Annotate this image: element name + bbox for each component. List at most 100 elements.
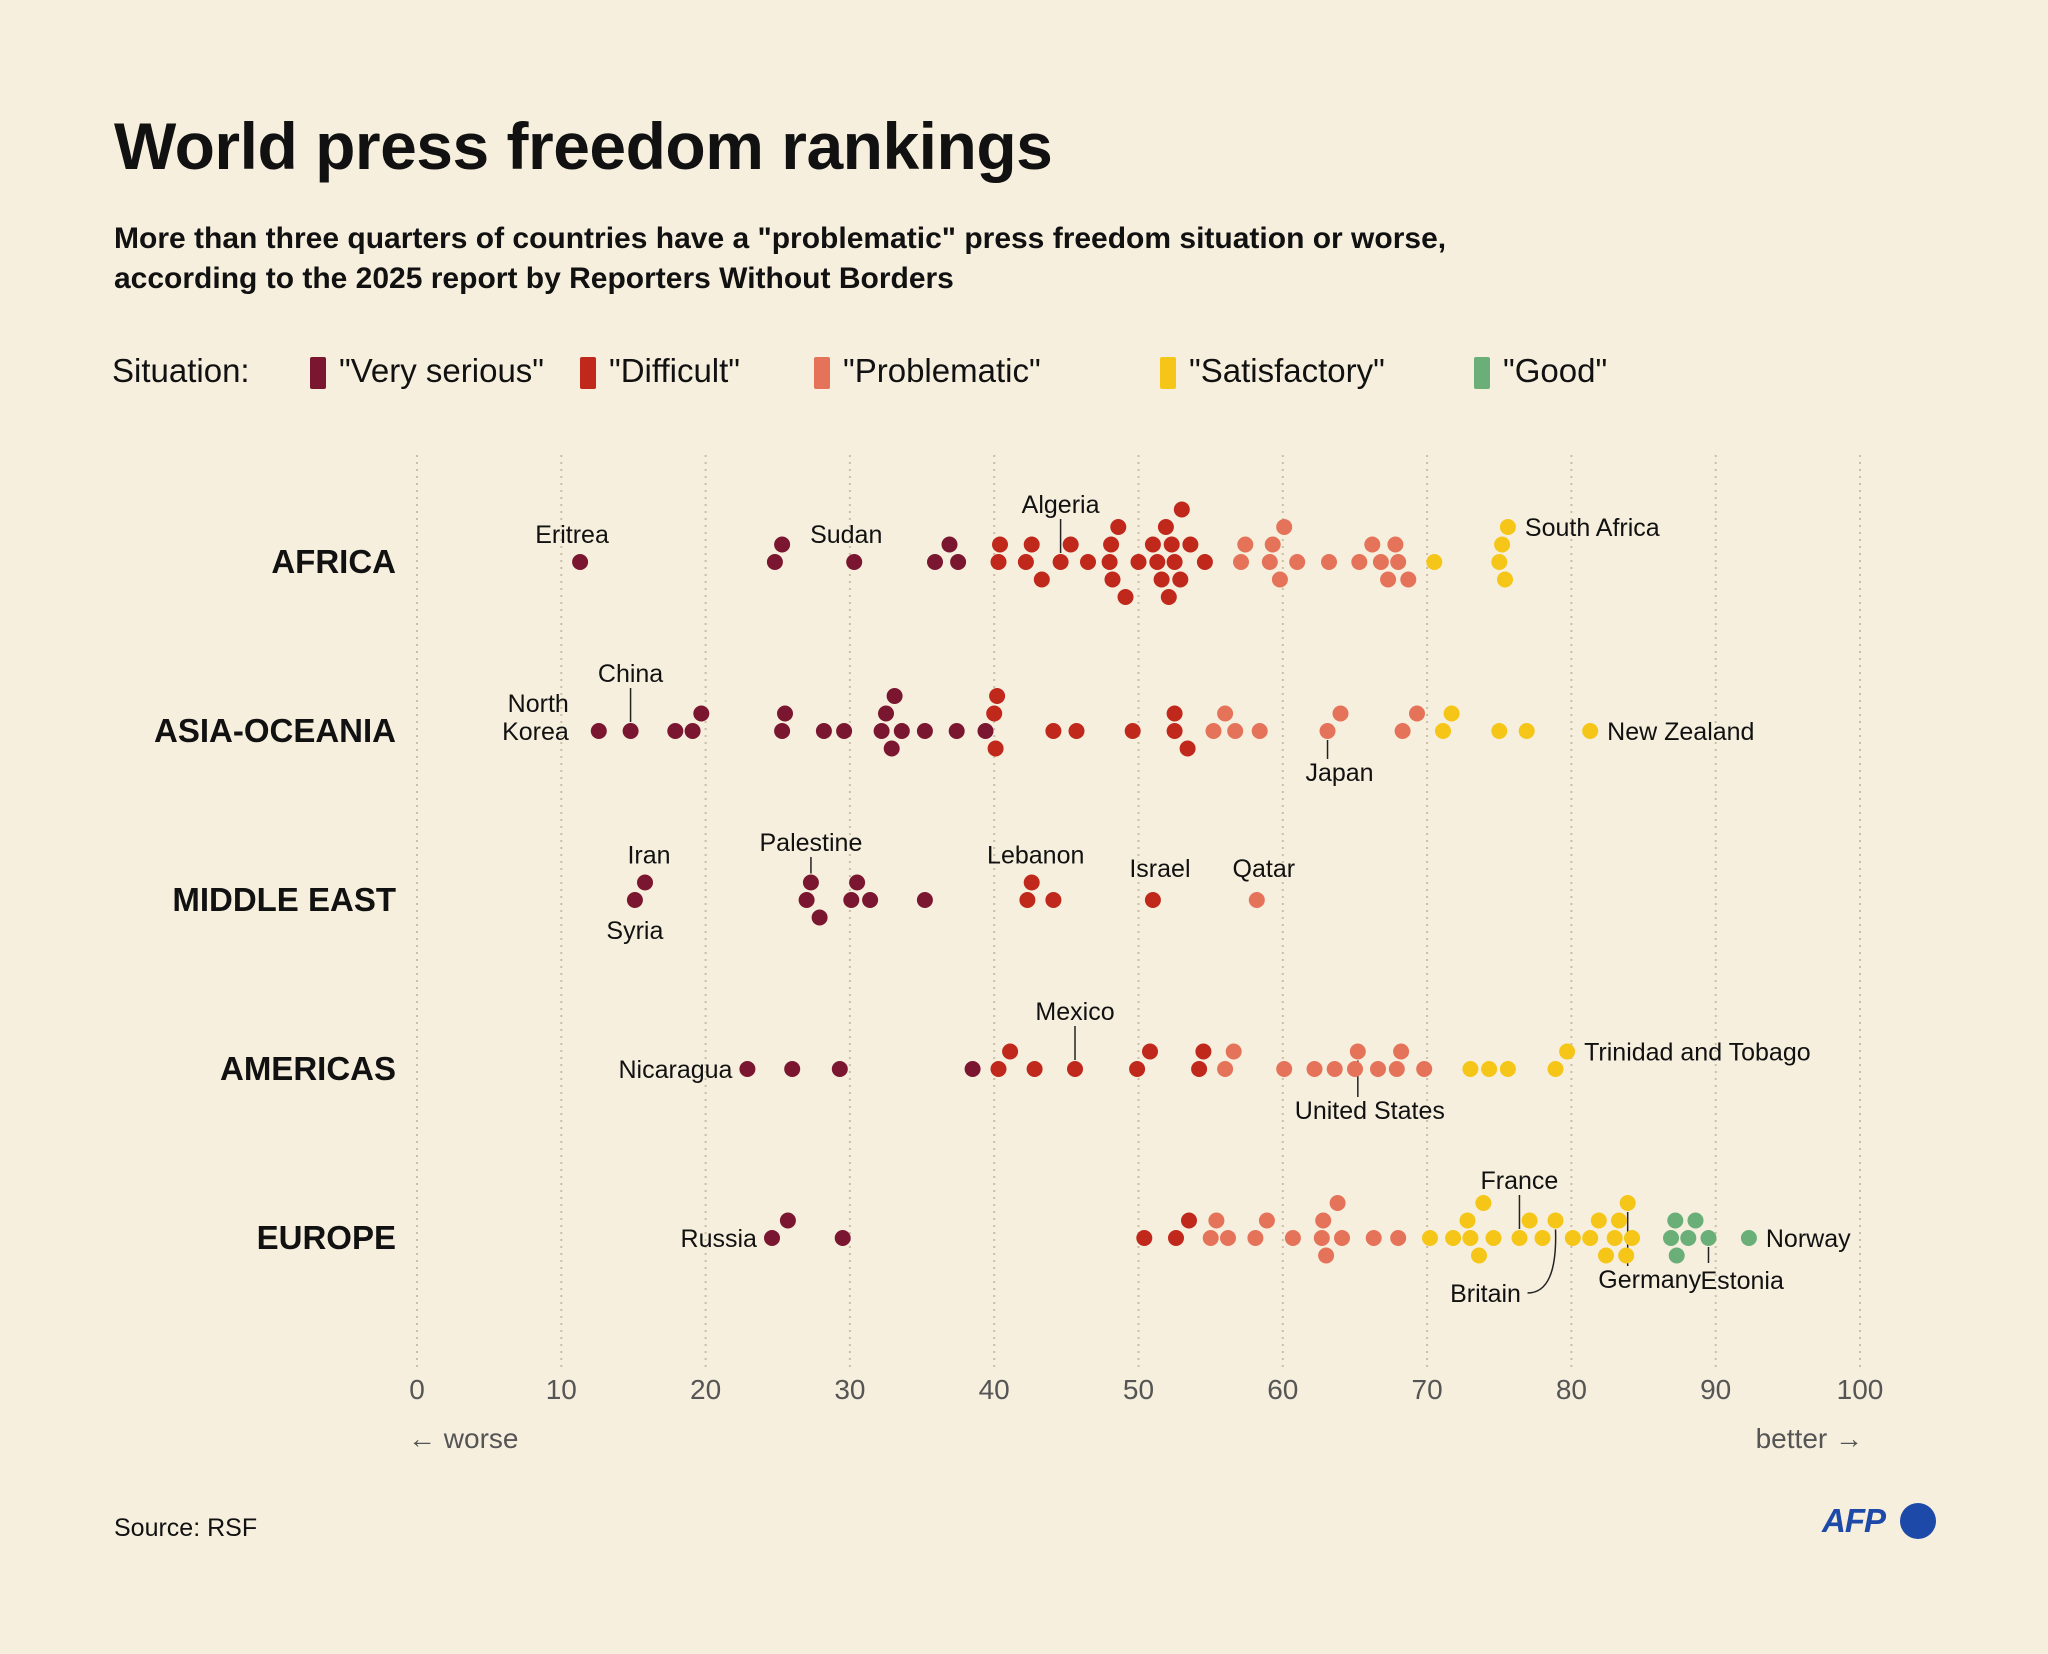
country-dot-americas-9 — [1129, 1061, 1146, 1077]
legend-swatch-good — [1474, 357, 1490, 389]
country-dot-africa-28 — [1166, 554, 1183, 570]
country-dot-europe-30 — [1547, 1212, 1564, 1229]
country-label-france: France — [1481, 1167, 1559, 1195]
legend-label-difficult: "Difficult" — [609, 352, 741, 389]
country-dot-americas-28 — [1559, 1043, 1576, 1060]
country-label-germany: Germany — [1598, 1266, 1701, 1294]
country-dot-europe-6 — [1181, 1212, 1197, 1229]
country-dot-europe-31 — [1564, 1230, 1581, 1246]
country-label-britain: Britain — [1450, 1280, 1521, 1308]
country-label-north-korea-line1: North — [508, 690, 569, 718]
country-label-south-africa: South Africa — [1525, 514, 1660, 542]
legend-label-problematic: "Problematic" — [843, 352, 1041, 389]
country-dot-middle-east-6 — [843, 892, 860, 908]
country-dot-africa-38 — [1276, 519, 1293, 535]
country-dot-americas-11 — [1191, 1061, 1208, 1077]
country-dot-africa-43 — [1372, 554, 1389, 570]
country-dot-africa-20 — [1117, 589, 1134, 605]
country-dot-europe-8 — [1208, 1212, 1225, 1229]
country-dot-americas-19 — [1349, 1043, 1366, 1060]
country-dot-asia-oceania-1 — [590, 723, 607, 739]
region-label-asia-oceania: ASIA-OCEANIA — [154, 712, 396, 749]
legend-swatch-difficult — [580, 357, 596, 389]
country-dot-europe-41 — [1667, 1212, 1684, 1229]
country-dot-asia-oceania-34 — [1409, 705, 1425, 722]
country-dot-africa-2 — [766, 554, 783, 570]
country-dot-asia-oceania-17 — [977, 723, 994, 739]
country-dot-asia-oceania-8 — [815, 723, 832, 739]
country-dot-europe-5 — [1168, 1230, 1184, 1246]
x-hint-worse: ← worse — [408, 1423, 518, 1454]
country-dot-africa-27 — [1163, 536, 1180, 553]
country-dot-asia-oceania-21 — [1045, 723, 1062, 739]
country-dot-americas-25 — [1481, 1061, 1498, 1077]
country-dot-africa-29 — [1172, 571, 1189, 588]
country-dot-middle-east-9 — [916, 892, 933, 908]
afp-logo-dot — [1900, 1503, 1936, 1539]
country-dot-europe-32 — [1582, 1230, 1599, 1246]
country-labels: Eritrea Sudan Algeria South Africa NorthKore… — [502, 491, 1851, 1308]
country-dot-asia-oceania-27 — [1205, 723, 1222, 739]
x-tick-label-50: 50 — [1123, 1374, 1154, 1405]
region-labels: AFRICA ASIA-OCEANIA MIDDLE EAST AMERICAS EUR… — [154, 543, 396, 1256]
country-dot-africa-12 — [1033, 571, 1050, 588]
legend-label: Situation: — [112, 352, 250, 389]
country-dot-europe-18 — [1365, 1230, 1382, 1246]
country-dot-africa-37 — [1271, 571, 1288, 588]
afp-logo-text: AFP — [1822, 1502, 1886, 1539]
country-label-sudan: Sudan — [810, 521, 882, 549]
country-dot-asia-oceania-31 — [1319, 723, 1336, 739]
country-dot-asia-oceania-28 — [1217, 705, 1234, 722]
country-label-japan: Japan — [1305, 759, 1373, 787]
legend-swatch-problematic — [814, 357, 830, 389]
country-dot-asia-oceania-38 — [1518, 723, 1535, 739]
x-tick-label-70: 70 — [1412, 1374, 1443, 1405]
country-dot-europe-25 — [1475, 1195, 1492, 1211]
country-dot-americas-13 — [1217, 1061, 1234, 1077]
country-dot-asia-oceania-7 — [777, 705, 793, 722]
country-dot-americas-21 — [1388, 1061, 1405, 1077]
legend-label-very-serious: "Very serious" — [339, 352, 545, 389]
country-dot-europe-46 — [1740, 1230, 1757, 1246]
country-dot-middle-east-14 — [1248, 892, 1265, 908]
country-dot-africa-51 — [1497, 571, 1513, 588]
country-dot-americas-6 — [1002, 1043, 1019, 1060]
country-dot-africa-36 — [1264, 536, 1281, 553]
country-dot-europe-4 — [1136, 1230, 1153, 1246]
region-label-africa: AFRICA — [271, 543, 396, 580]
country-dot-asia-oceania-4 — [684, 723, 701, 739]
country-dot-middle-east-13 — [1144, 892, 1161, 908]
country-dot-africa-34 — [1237, 536, 1254, 553]
country-dot-africa-23 — [1149, 554, 1166, 570]
country-dot-asia-oceania-39 — [1582, 723, 1599, 739]
country-dot-europe-16 — [1329, 1195, 1346, 1211]
country-label-russia: Russia — [681, 1225, 758, 1253]
country-dot-middle-east-7 — [849, 874, 866, 891]
country-dot-europe-23 — [1462, 1230, 1479, 1246]
country-dot-africa-30 — [1173, 501, 1190, 518]
country-dot-europe-27 — [1511, 1230, 1528, 1246]
country-dot-americas-15 — [1276, 1061, 1293, 1077]
x-tick-label-10: 10 — [546, 1374, 577, 1405]
legend-swatch-very-serious — [310, 357, 326, 389]
country-dot-americas-17 — [1326, 1061, 1343, 1077]
country-dot-europe-15 — [1318, 1247, 1335, 1264]
country-dot-africa-16 — [1101, 554, 1118, 570]
country-dot-africa-4 — [846, 554, 863, 570]
country-dot-europe-19 — [1390, 1230, 1407, 1246]
legend: Situation: "Very serious" "Difficult" "P… — [112, 350, 1812, 394]
country-dot-asia-oceania-3 — [667, 723, 684, 739]
country-dot-americas-23 — [1416, 1061, 1433, 1077]
country-dot-asia-oceania-19 — [987, 740, 1004, 757]
country-dot-europe-29 — [1534, 1230, 1551, 1246]
country-dot-asia-oceania-9 — [836, 723, 853, 739]
country-dot-europe-20 — [1422, 1230, 1438, 1246]
legend-label-satisfactory: "Satisfactory" — [1189, 352, 1385, 389]
country-dot-asia-oceania-15 — [916, 723, 933, 739]
country-dot-africa-45 — [1387, 536, 1404, 553]
x-tick-label-90: 90 — [1700, 1374, 1731, 1405]
country-label-norway: Norway — [1766, 1225, 1851, 1253]
country-dot-asia-oceania-25 — [1166, 705, 1183, 722]
country-dot-africa-13 — [1052, 554, 1069, 570]
